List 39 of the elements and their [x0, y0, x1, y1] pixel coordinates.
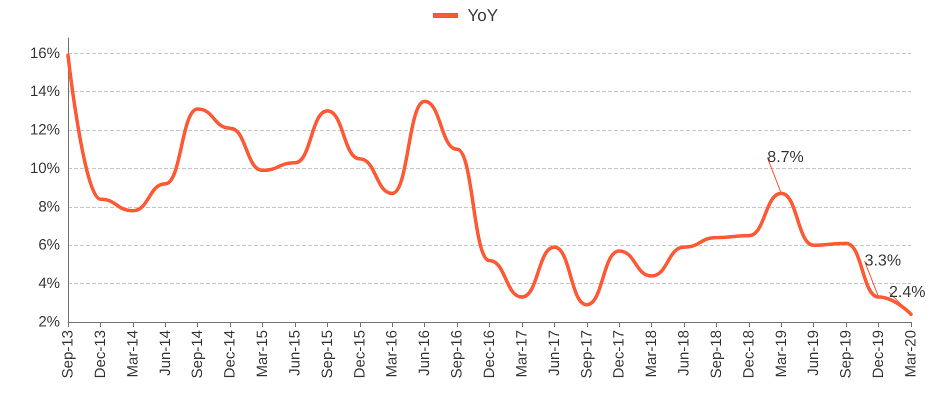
- x-tick-label: Mar-20: [902, 330, 920, 378]
- x-tick-label: Mar-16: [384, 330, 401, 378]
- x-tick-label: Sep-15: [318, 330, 336, 378]
- y-tick-label: 2%: [38, 314, 60, 330]
- x-tick-label: Mar-18: [643, 330, 660, 378]
- y-tick-label: 6%: [38, 236, 60, 254]
- x-tick-label: Mar-19: [772, 330, 790, 378]
- x-tick-label: Dec-15: [351, 330, 368, 378]
- y-tick-label: 14%: [30, 83, 60, 100]
- x-tick-label: Jun-19: [805, 330, 822, 376]
- x-tick-label: Dec-17: [610, 330, 628, 378]
- x-tick-label: Dec-16: [481, 330, 498, 378]
- x-tick-label: Dec-14: [222, 330, 239, 378]
- x-tick-label: Sep-14: [189, 330, 206, 378]
- y-tick-label: 12%: [30, 122, 60, 139]
- x-tick-label: Dec-19: [870, 330, 888, 378]
- x-tick-label: Jun-18: [676, 330, 693, 376]
- y-tick-label: 8%: [38, 198, 60, 216]
- x-tick-label: Jun-14: [156, 330, 174, 376]
- x-tick-label: Mar-15: [254, 330, 272, 378]
- x-tick-label: Sep-13: [60, 330, 76, 378]
- x-tick-label: Sep-19: [838, 330, 855, 378]
- y-tick-label: 16%: [30, 44, 60, 62]
- y-tick-label: 4%: [38, 275, 60, 292]
- x-tick-label: Sep-16: [448, 330, 466, 378]
- y-tick-label: 10%: [30, 160, 60, 177]
- x-tick-label: Jun-17: [546, 330, 563, 376]
- x-tick-label: Dec-18: [740, 330, 758, 378]
- x-tick-label: Jun-16: [416, 330, 434, 376]
- x-tick-label: Mar-17: [513, 330, 530, 378]
- data-label: 8.7%: [767, 148, 804, 166]
- data-label: 2.4%: [889, 284, 926, 301]
- legend-label: YoY: [467, 6, 498, 25]
- x-tick-label: Mar-14: [124, 330, 142, 378]
- x-tick-label: Dec-13: [92, 330, 109, 378]
- x-tick-label: Jun-15: [286, 330, 304, 376]
- data-label: 3.3%: [864, 252, 902, 270]
- x-tick-label: Sep-18: [708, 330, 725, 378]
- x-tick-label: Sep-17: [578, 330, 596, 378]
